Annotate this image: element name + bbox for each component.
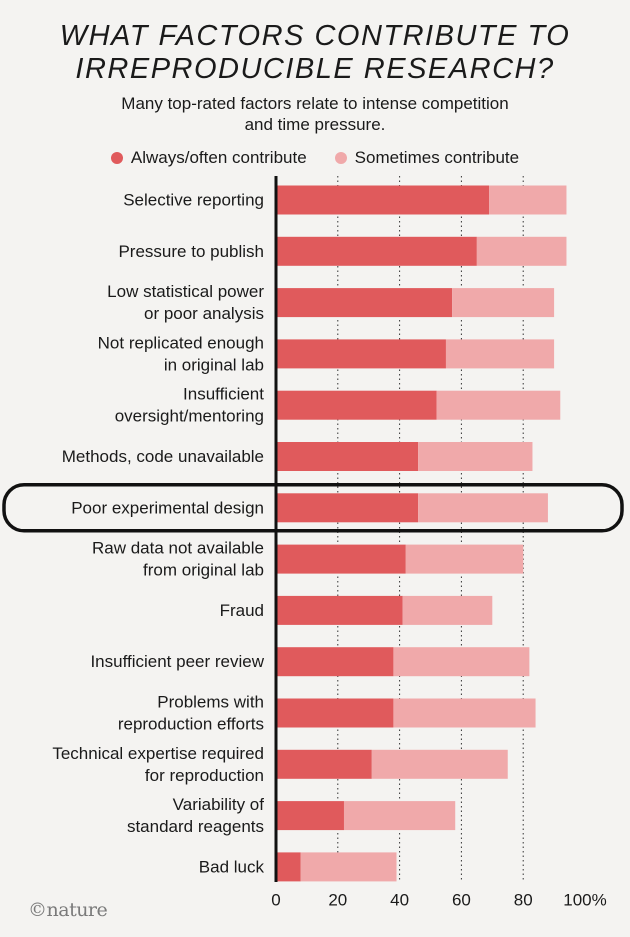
bar-sometimes-13 [300, 852, 397, 882]
highlight-box [2, 483, 624, 533]
category-label-6: Poor experimental design [71, 498, 264, 517]
category-label-0: Selective reporting [123, 191, 264, 210]
x-tick-label-3: 60 [452, 891, 471, 910]
bar-always-4 [276, 390, 437, 420]
legend-swatch-sometimes [334, 152, 347, 164]
bar-sometimes-2 [452, 288, 555, 318]
x-tick-label-2: 40 [390, 891, 409, 910]
x-tick-label-4: 80 [514, 891, 533, 910]
category-label-1: Pressure to publish [118, 242, 264, 261]
x-tick-label-1: 20 [328, 891, 347, 910]
bar-sometimes-0 [489, 185, 567, 215]
bar-always-9 [276, 647, 394, 677]
bar-sometimes-3 [445, 339, 555, 369]
bar-always-10 [276, 698, 394, 728]
bar-always-1 [276, 236, 477, 266]
bar-sometimes-8 [402, 595, 493, 625]
bar-always-8 [276, 595, 403, 625]
chart-title-line-2: IRREPRODUCIBLE RESEARCH? [75, 53, 555, 85]
chart-legend: Always/often contribute Sometimes contri… [0, 148, 630, 168]
category-label-13: Bad luck [199, 857, 265, 876]
bar-always-0 [276, 185, 490, 215]
category-label-7-line-1: Raw data not available [92, 539, 264, 558]
category-label-9: Insufficient peer review [90, 652, 264, 671]
bar-sometimes-12 [343, 801, 456, 831]
category-label-3-line-1: Not replicated enough [98, 333, 264, 352]
bar-sometimes-5 [418, 442, 533, 471]
category-label-2-line-1: Low statistical power [107, 282, 264, 301]
legend-item-always: Always/often contribute [110, 148, 307, 168]
bar-always-5 [276, 442, 419, 471]
legend-label-sometimes: Sometimes contribute [354, 148, 520, 167]
bar-sometimes-4 [436, 390, 561, 420]
chart-subtitle-line-2: and time pressure. [244, 115, 386, 134]
bar-always-6 [276, 493, 419, 523]
legend-item-sometimes: Sometimes contribute [334, 148, 520, 168]
bar-always-12 [276, 801, 344, 831]
chart-title-line-1: WHAT FACTORS CONTRIBUTE TO [59, 20, 571, 52]
x-tick-label-0: 0 [271, 891, 280, 910]
category-label-2-line-2: or poor analysis [144, 304, 264, 323]
bar-always-3 [276, 339, 446, 369]
category-label-5: Methods, code unavailable [62, 447, 264, 466]
category-label-12-line-2: standard reagents [127, 817, 264, 836]
category-label-7-line-2: from original lab [143, 561, 264, 580]
chart-subtitle: Many top-rated factors relate to intense… [0, 93, 630, 135]
category-label-4-line-2: oversight/mentoring [115, 407, 264, 426]
category-label-8: Fraud [220, 601, 264, 620]
x-tick-label-5: 100% [563, 891, 606, 910]
chart-subtitle-line-1: Many top-rated factors relate to intense… [121, 94, 509, 113]
bar-sometimes-6 [418, 493, 548, 523]
category-label-11-line-1: Technical expertise required [52, 744, 264, 763]
category-label-12-line-1: Variability of [173, 795, 265, 814]
nature-logo: ©nature [28, 899, 108, 921]
bar-sometimes-1 [476, 236, 567, 266]
chart-title: WHAT FACTORS CONTRIBUTE TO IRREPRODUCIBL… [0, 20, 630, 86]
category-label-4-line-1: Insufficient [183, 385, 264, 404]
category-label-3-line-2: in original lab [164, 355, 264, 374]
bar-sometimes-7 [405, 544, 524, 574]
bar-sometimes-10 [393, 698, 536, 728]
legend-swatch-always [110, 152, 123, 164]
category-label-10-line-1: Problems with [157, 693, 264, 712]
bar-always-7 [276, 544, 406, 574]
legend-label-always: Always/often contribute [130, 148, 307, 167]
bar-always-13 [276, 852, 301, 882]
category-label-11-line-2: for reproduction [145, 766, 264, 785]
bar-sometimes-11 [371, 749, 508, 779]
bar-always-11 [276, 749, 372, 779]
bar-sometimes-9 [393, 647, 530, 677]
bar-always-2 [276, 288, 453, 318]
category-label-10-line-2: reproduction efforts [118, 715, 264, 734]
